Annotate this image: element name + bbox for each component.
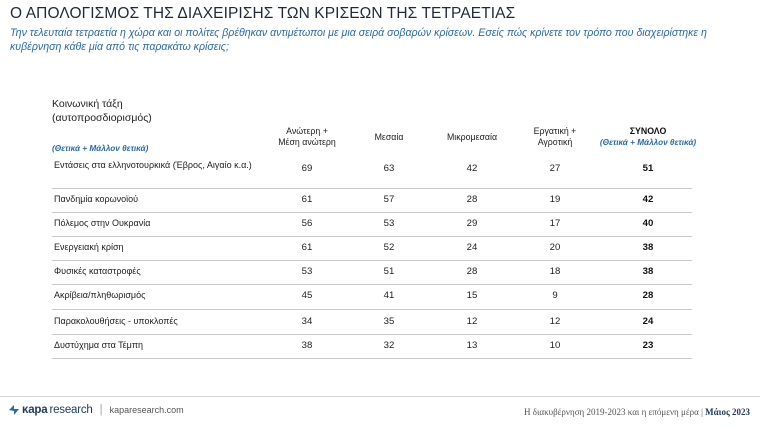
value-cell: 13 [466,340,478,351]
value-cell: 34 [301,316,313,327]
value-cell: 63 [383,163,395,174]
column-header-note: (Θετικά + Μάλλον θετικά) [599,138,697,147]
column-header-line2: Μέση ανώτερη [278,137,336,147]
column-header-middle: Μεσαία [375,132,404,143]
column-header-line1: Μεσαία [374,132,404,142]
value-cell: 10 [549,340,561,351]
column-header-line1: Ανώτερη + [286,126,328,136]
column-header-lower-middle: Μικρομεσαία [447,132,497,143]
table-row: Εντάσεις στα ελληνοτουρκικά (Έβρος, Αιγα… [52,160,692,189]
total-cell: 40 [642,218,654,229]
row-label: Ενεργειακή κρίση [54,242,124,252]
value-cell: 53 [301,266,313,277]
table-row: Πόλεμος στην Ουκρανία 56 53 29 17 40 [52,218,692,237]
column-header-upper: Ανώτερη + Μέση ανώτερη [278,126,336,148]
kapa-logo-icon [9,405,19,415]
total-cell: 23 [642,340,654,351]
value-cell: 61 [301,194,313,205]
value-cell: 18 [549,266,561,277]
table-row: Φυσικές καταστροφές 53 51 28 18 38 [52,266,692,285]
row-label: Δυστύχημα στα Τέμπη [54,340,144,350]
group-label-line1: Κοινωνική τάξη [52,98,123,110]
total-cell: 28 [642,290,654,301]
value-cell: 28 [466,194,478,205]
group-note: (Θετικά + Μάλλον θετικά) [52,144,149,153]
value-cell: 32 [383,340,395,351]
value-cell: 15 [466,290,478,301]
value-cell: 45 [301,290,313,301]
column-header-total: ΣΥΝΟΛΟ (Θετικά + Μάλλον θετικά) [600,126,696,148]
value-cell: 52 [383,242,395,253]
footer-report-date: Μάιος 2023 [705,407,750,417]
value-cell: 12 [549,316,561,327]
value-cell: 57 [383,194,395,205]
footer-separator: | [99,404,103,416]
value-cell: 20 [549,242,561,253]
total-cell: 38 [642,266,654,277]
table-row: Παρακολουθήσεις - υποκλοπές 34 35 12 12 24 [52,316,692,335]
table-row: Ακρίβεια/πληθωρισμός 45 41 15 9 28 [52,290,692,310]
value-cell: 35 [383,316,395,327]
value-cell: 42 [466,163,478,174]
value-cell: 24 [466,242,478,253]
total-cell: 24 [642,316,654,327]
value-cell: 69 [301,163,313,174]
value-cell: 12 [466,316,478,327]
value-cell: 41 [383,290,395,301]
brand-logo: κapa research | kaparesearch.com [8,404,184,416]
value-cell: 53 [383,218,395,229]
table-row: Δυστύχημα στα Τέμπη 38 32 13 10 23 [52,340,692,359]
page-title: Ο ΑΠΟΛΟΓΙΣΜΟΣ ΤΗΣ ΔΙΑΧΕΙΡΙΣΗΣ ΤΩΝ ΚΡΙΣΕΩ… [10,5,516,22]
row-label: Φυσικές καταστροφές [54,266,141,276]
column-header-line1: Μικρομεσαία [446,132,498,142]
row-label: Εντάσεις στα ελληνοτουρκικά (Έβρος, Αιγα… [54,160,252,170]
footer-report-title: Η διακυβέρνηση 2019-2023 και η επόμενη μ… [523,407,699,417]
value-cell: 17 [549,218,561,229]
column-header-line2: Αγροτική [537,137,573,147]
footer-report-info: Η διακυβέρνηση 2019-2023 και η επόμενη μ… [524,407,750,417]
value-cell: 29 [466,218,478,229]
footer-url[interactable]: kaparesearch.com [109,405,184,415]
group-label-line2: (αυτοπροσδιορισμός) [52,112,152,124]
row-label: Πόλεμος στην Ουκρανία [54,218,151,228]
footer-report-separator: | [701,407,703,417]
total-cell: 42 [642,194,654,205]
value-cell: 19 [549,194,561,205]
table-row: Ενεργειακή κρίση 61 52 24 20 38 [52,242,692,261]
total-cell: 51 [642,163,654,174]
column-header-line1: Εργατική + [533,126,577,136]
row-label: Παρακολουθήσεις - υποκλοπές [54,316,178,326]
value-cell: 28 [466,266,478,277]
value-cell: 61 [301,242,313,253]
column-header-line1: ΣΥΝΟΛΟ [629,126,667,136]
value-cell: 27 [549,163,561,174]
brand-name-light: research [49,404,93,416]
value-cell: 51 [383,266,395,277]
brand-name-bold: κapa [22,404,48,416]
group-label: Κοινωνική τάξη (αυτοπροσδιορισμός) [52,97,152,125]
footer-divider [0,396,760,397]
value-cell: 9 [552,290,558,301]
table-row: Πανδημία κορωνοϊού 61 57 28 19 42 [52,194,692,213]
row-label: Πανδημία κορωνοϊού [54,194,139,204]
row-label: Ακρίβεια/πληθωρισμός [54,290,146,300]
page-subtitle: Την τελευταία τετραετία η χώρα και οι πο… [10,27,707,53]
column-header-working: Εργατική + Αγροτική [534,126,577,148]
value-cell: 38 [301,340,313,351]
value-cell: 56 [301,218,313,229]
total-cell: 38 [642,242,654,253]
